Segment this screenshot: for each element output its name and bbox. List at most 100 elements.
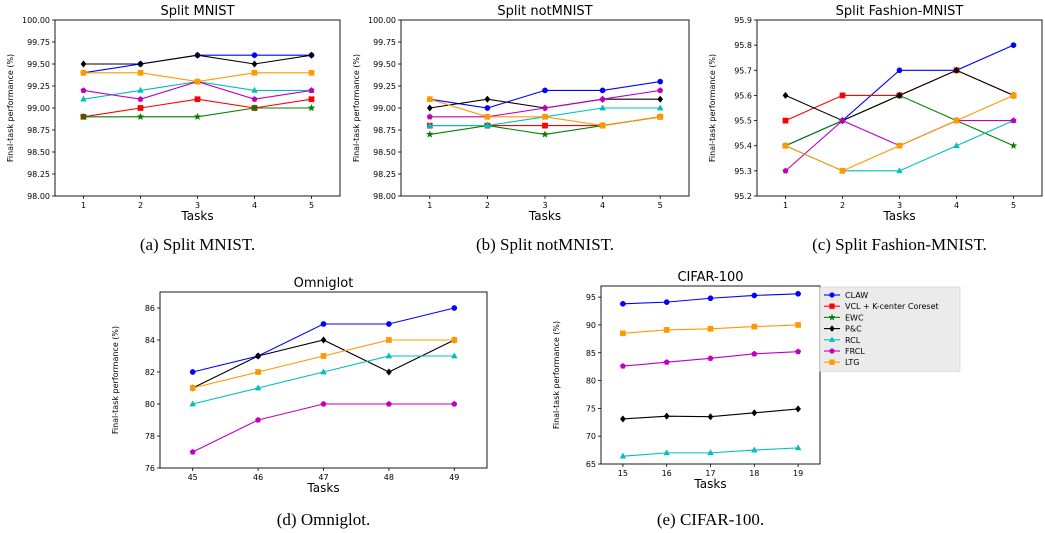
series-ltg bbox=[80, 69, 315, 85]
data-point bbox=[426, 104, 433, 112]
y-axis-label: Final-task performance (%) bbox=[552, 321, 561, 429]
y-tick-label: 99.25 bbox=[27, 82, 50, 91]
data-point bbox=[663, 449, 670, 456]
legend-marker bbox=[829, 325, 835, 333]
chart-title: Split notMNIST bbox=[497, 4, 592, 19]
y-tick-label: 86 bbox=[145, 304, 155, 313]
data-point bbox=[426, 121, 434, 128]
y-tick-label: 99.00 bbox=[373, 104, 396, 113]
data-point bbox=[137, 96, 144, 102]
y-tick-label: 95.5 bbox=[734, 117, 752, 126]
x-axis-label: Tasks bbox=[882, 209, 915, 223]
data-point bbox=[320, 368, 327, 375]
x-tick-label: 2 bbox=[840, 201, 845, 210]
data-point bbox=[751, 446, 758, 453]
data-point bbox=[619, 415, 626, 423]
legend-entry: EWC bbox=[824, 313, 864, 322]
data-point bbox=[599, 104, 606, 111]
data-point bbox=[451, 305, 458, 311]
data-point bbox=[795, 290, 801, 297]
plot-area bbox=[756, 19, 1043, 197]
data-point bbox=[896, 167, 903, 174]
data-point bbox=[751, 292, 758, 299]
x-axis-label: Tasks bbox=[528, 209, 561, 223]
x-tick-label: 15 bbox=[618, 469, 628, 478]
data-point bbox=[255, 416, 262, 423]
legend-entry: VCL + K-center Coreset bbox=[824, 302, 939, 311]
data-point bbox=[426, 113, 433, 120]
data-point bbox=[663, 327, 670, 333]
subfigure-caption: (a) Split MNIST. bbox=[140, 235, 255, 254]
y-tick-label: 95.6 bbox=[734, 91, 752, 100]
data-point bbox=[137, 105, 144, 111]
y-tick-label: 99.25 bbox=[373, 82, 396, 91]
series-rcl bbox=[619, 444, 802, 459]
y-tick-label: 99.75 bbox=[27, 38, 50, 47]
x-tick-label: 2 bbox=[138, 201, 143, 210]
legend-box bbox=[819, 286, 961, 372]
chart-c: Split Fashion-MNIST 1 2 3 4 5 95.2 95.3 95.4 95.5… bbox=[708, 4, 1043, 254]
y-tick-label: 85 bbox=[586, 349, 596, 358]
chart-title: CIFAR-100 bbox=[677, 270, 743, 285]
data-point bbox=[619, 362, 626, 369]
series-ltg bbox=[426, 96, 664, 129]
data-point bbox=[1010, 42, 1017, 48]
series-claw bbox=[620, 290, 801, 307]
data-point bbox=[484, 95, 491, 103]
data-point bbox=[657, 113, 664, 120]
series-p-c bbox=[80, 51, 315, 68]
plot-area bbox=[600, 285, 821, 465]
data-point bbox=[254, 384, 262, 391]
data-point bbox=[251, 52, 258, 59]
y-tick-label: 95.8 bbox=[734, 41, 752, 50]
legend-marker bbox=[828, 336, 836, 342]
data-point bbox=[751, 323, 758, 330]
y-tick-label: 90 bbox=[586, 321, 596, 330]
data-point bbox=[79, 112, 88, 121]
subfigure-caption: (d) Omniglot. bbox=[277, 510, 371, 529]
data-point bbox=[707, 295, 714, 302]
x-axis-label: Tasks bbox=[180, 209, 213, 223]
data-point bbox=[484, 113, 491, 120]
x-tick-label: 4 bbox=[954, 201, 959, 210]
data-point bbox=[542, 113, 548, 120]
legend-entry: P&C bbox=[824, 325, 862, 334]
data-point bbox=[484, 121, 491, 128]
x-tick-label: 3 bbox=[542, 201, 547, 210]
data-point bbox=[953, 117, 960, 124]
data-point bbox=[1010, 92, 1017, 99]
y-tick-label: 84 bbox=[145, 336, 155, 345]
legend: CLAW VCL + K-center Coreset EWC P&C RCL FRCL L… bbox=[819, 286, 961, 372]
x-tick-label: 1 bbox=[427, 201, 432, 210]
data-point bbox=[307, 103, 316, 112]
y-tick-label: 82 bbox=[145, 368, 155, 377]
data-point bbox=[194, 51, 201, 59]
y-tick-label: 98.00 bbox=[373, 192, 396, 201]
data-point bbox=[80, 60, 87, 68]
data-point bbox=[250, 103, 259, 112]
data-point bbox=[663, 299, 670, 305]
legend-entry: CLAW bbox=[824, 291, 868, 300]
series-frcl bbox=[189, 400, 458, 455]
x-tick-label: 47 bbox=[318, 473, 328, 482]
data-point bbox=[80, 95, 87, 102]
data-point bbox=[663, 412, 670, 420]
data-point bbox=[541, 130, 549, 138]
x-tick-label: 5 bbox=[658, 201, 663, 210]
x-tick-label: 3 bbox=[195, 201, 200, 210]
data-point bbox=[320, 400, 327, 407]
data-point bbox=[839, 168, 846, 174]
y-axis-label: Final-task performance (%) bbox=[352, 54, 361, 162]
legend-entry: LTG bbox=[824, 358, 859, 367]
y-tick-label: 99.50 bbox=[27, 60, 50, 69]
data-point bbox=[320, 353, 327, 359]
legend-label: RCL bbox=[845, 336, 861, 345]
x-tick-label: 3 bbox=[897, 201, 902, 210]
y-tick-label: 99.00 bbox=[27, 104, 50, 113]
data-point bbox=[451, 400, 458, 407]
y-tick-label: 76 bbox=[145, 464, 155, 473]
legend-label: LTG bbox=[845, 358, 859, 367]
x-tick-label: 1 bbox=[783, 201, 788, 210]
legend-marker bbox=[828, 313, 836, 321]
data-point bbox=[751, 409, 758, 417]
